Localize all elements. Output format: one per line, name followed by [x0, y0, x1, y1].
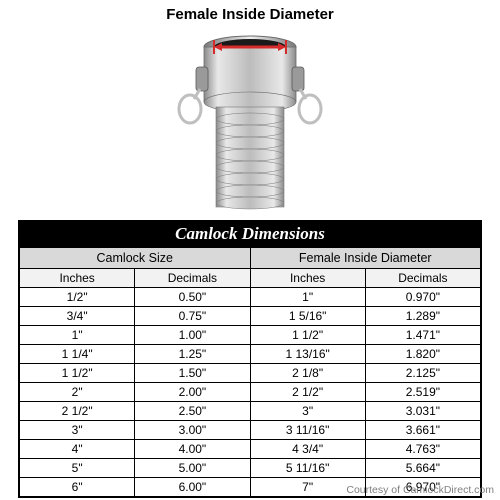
sub-header: Decimals [365, 269, 480, 288]
table-sub-header-row: Inches Decimals Inches Decimals [20, 269, 481, 288]
table-cell: 3" [20, 421, 135, 440]
sub-header: Inches [250, 269, 365, 288]
sub-header: Decimals [135, 269, 250, 288]
table-cell: 2" [20, 383, 135, 402]
table-cell: 1" [250, 288, 365, 307]
table-cell: 2.50" [135, 402, 250, 421]
diagram-area: Female Inside Diameter [0, 0, 500, 220]
table-cell: 5.00" [135, 459, 250, 478]
table-cell: 2 1/2" [250, 383, 365, 402]
table-cell: 2 1/8" [250, 364, 365, 383]
group-header-camlock-size: Camlock Size [20, 248, 251, 269]
table-cell: 2.519" [365, 383, 480, 402]
table-row: 1/2"0.50"1"0.970" [20, 288, 481, 307]
table-cell: 1.820" [365, 345, 480, 364]
table-cell: 0.75" [135, 307, 250, 326]
table-cell: 1 1/2" [250, 326, 365, 345]
diagram-label: Female Inside Diameter [166, 6, 334, 23]
table-cell: 6" [20, 478, 135, 497]
table-row: 1"1.00"1 1/2"1.471" [20, 326, 481, 345]
table-cell: 1.25" [135, 345, 250, 364]
sub-header: Inches [20, 269, 135, 288]
table-cell: 3/4" [20, 307, 135, 326]
dimensions-table-grid: Camlock Size Female Inside Diameter Inch… [19, 247, 481, 497]
table-cell: 3.661" [365, 421, 480, 440]
table-cell: 1 5/16" [250, 307, 365, 326]
image-credit: Courtesy of CamlockDirect.com [346, 484, 494, 496]
table-row: 2 1/2"2.50"3"3.031" [20, 402, 481, 421]
table-cell: 2.00" [135, 383, 250, 402]
table-cell: 1" [20, 326, 135, 345]
table-cell: 4.00" [135, 440, 250, 459]
table-cell: 1/2" [20, 288, 135, 307]
table-cell: 3.00" [135, 421, 250, 440]
table-row: 1 1/2"1.50"2 1/8"2.125" [20, 364, 481, 383]
dimensions-table: Camlock Dimensions Camlock Size Female I… [18, 220, 482, 498]
table-group-header-row: Camlock Size Female Inside Diameter [20, 248, 481, 269]
table-title: Camlock Dimensions [19, 221, 481, 247]
table-row: 1 1/4"1.25"1 13/16"1.820" [20, 345, 481, 364]
table-cell: 2.125" [365, 364, 480, 383]
table-cell: 3" [250, 402, 365, 421]
table-row: 2"2.00"2 1/2"2.519" [20, 383, 481, 402]
table-row: 3/4"0.75"1 5/16"1.289" [20, 307, 481, 326]
table-cell: 1 13/16" [250, 345, 365, 364]
table-cell: 4 3/4" [250, 440, 365, 459]
table-cell: 1.289" [365, 307, 480, 326]
table-cell: 4.763" [365, 440, 480, 459]
table-row: 5"5.00"5 11/16"5.664" [20, 459, 481, 478]
table-cell: 1 1/4" [20, 345, 135, 364]
table-cell: 6.00" [135, 478, 250, 497]
table-row: 4"4.00"4 3/4"4.763" [20, 440, 481, 459]
table-cell: 1.50" [135, 364, 250, 383]
table-cell: 1.00" [135, 326, 250, 345]
table-cell: 3 11/16" [250, 421, 365, 440]
table-row: 3"3.00"3 11/16"3.661" [20, 421, 481, 440]
table-cell: 5 11/16" [250, 459, 365, 478]
table-cell: 1.471" [365, 326, 480, 345]
table-cell: 5" [20, 459, 135, 478]
table-cell: 1 1/2" [20, 364, 135, 383]
table-cell: 0.50" [135, 288, 250, 307]
camlock-coupling-icon [170, 27, 330, 217]
group-header-female-id: Female Inside Diameter [250, 248, 481, 269]
table-cell: 0.970" [365, 288, 480, 307]
table-cell: 2 1/2" [20, 402, 135, 421]
table-cell: 3.031" [365, 402, 480, 421]
table-cell: 5.664" [365, 459, 480, 478]
table-cell: 4" [20, 440, 135, 459]
